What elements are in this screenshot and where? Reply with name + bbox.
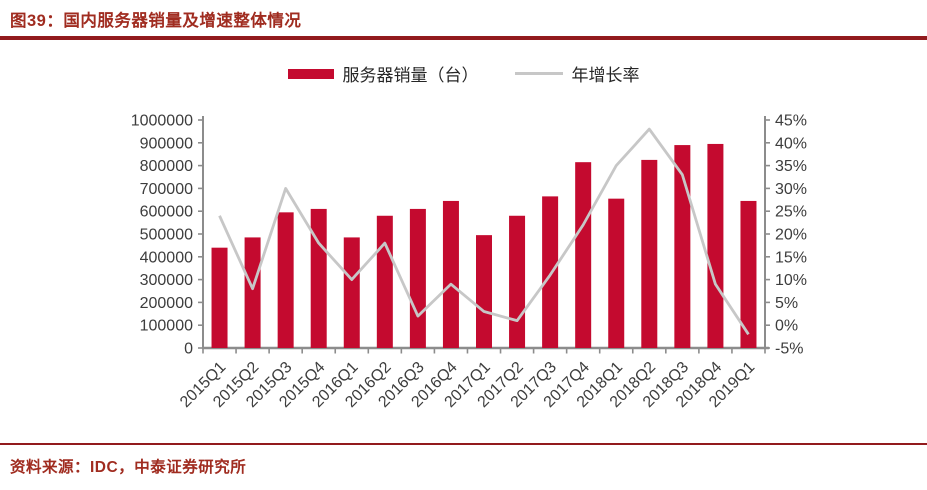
footer-rule	[0, 443, 927, 445]
left-axis-tick-label: 0	[184, 341, 193, 358]
right-axis-tick-label: 35%	[775, 158, 807, 175]
sales-bar-2018Q2	[641, 159, 658, 348]
sales-bar-2017Q2	[509, 215, 526, 348]
sales-bar-2016Q1	[343, 237, 360, 348]
bar-series-swatch	[287, 68, 334, 79]
left-axis-tick-label: 600000	[140, 204, 193, 221]
left-axis-tick-label: 800000	[140, 158, 193, 175]
legend-item-growth: 年增长率	[514, 61, 640, 86]
legend: 服务器销量（台） 年增长率	[0, 61, 927, 86]
sales-bar-2019Q1	[740, 200, 757, 348]
legend-item-sales: 服务器销量（台）	[287, 61, 479, 86]
right-axis-tick-label: 15%	[775, 249, 807, 266]
left-axis-tick-label: 400000	[140, 249, 193, 266]
left-axis-tick-label: 300000	[140, 272, 193, 289]
sales-bar-2015Q2	[244, 237, 261, 348]
sales-bar-2017Q3	[542, 196, 559, 348]
right-axis-tick-label: 10%	[775, 272, 807, 289]
right-axis-tick-label: 0%	[775, 318, 798, 335]
left-axis-tick-label: 200000	[140, 295, 193, 312]
sales-bar-2015Q4	[310, 208, 327, 348]
sales-bar-2015Q3	[277, 212, 294, 348]
source-note: 资料来源：IDC，中泰证券研究所	[10, 459, 247, 476]
legend-label-sales: 服务器销量（台）	[342, 66, 479, 85]
chart-figure-title: 图39：国内服务器销量及增速整体情况	[10, 12, 302, 30]
sales-bar-2018Q4	[707, 143, 724, 348]
right-axis-tick-label: 25%	[775, 204, 807, 221]
right-axis-tick-label: 45%	[775, 113, 807, 130]
left-axis-tick-label: 700000	[140, 181, 193, 198]
left-axis-tick-label: 500000	[140, 227, 193, 244]
right-axis-tick-label: -5%	[775, 341, 803, 358]
left-axis-tick-label: 1000000	[131, 113, 193, 130]
sales-bar-2018Q3	[674, 145, 691, 348]
sales-bar-2016Q2	[376, 215, 393, 348]
growth-rate-line	[218, 127, 750, 336]
title-rule	[0, 36, 927, 40]
line-series-swatch	[514, 72, 563, 75]
sales-bar-2016Q4	[442, 200, 459, 348]
legend-label-growth: 年增长率	[571, 66, 640, 85]
sales-bar-2018Q1	[608, 198, 625, 348]
left-axis-tick-label: 100000	[140, 318, 193, 335]
left-axis-tick-label: 900000	[140, 135, 193, 152]
sales-bar-2017Q4	[575, 162, 592, 348]
right-axis-tick-label: 5%	[775, 295, 798, 312]
right-axis-tick-label: 20%	[775, 227, 807, 244]
sales-bar-2015Q1	[211, 247, 228, 348]
right-axis-tick-label: 40%	[775, 135, 807, 152]
right-axis-tick-label: 30%	[775, 181, 807, 198]
sales-bar-2016Q3	[409, 208, 426, 348]
sales-bar-2017Q1	[476, 235, 492, 348]
